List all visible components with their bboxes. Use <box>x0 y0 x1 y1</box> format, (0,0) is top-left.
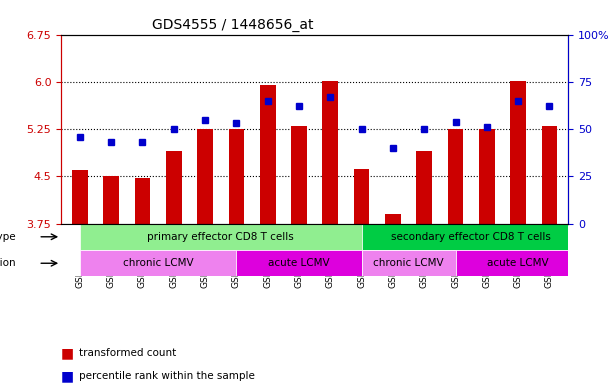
Text: secondary effector CD8 T cells: secondary effector CD8 T cells <box>391 232 551 242</box>
Bar <box>197 129 213 223</box>
Bar <box>541 126 557 223</box>
Bar <box>385 214 401 223</box>
Text: GDS4555 / 1448656_at: GDS4555 / 1448656_at <box>152 18 314 32</box>
Text: acute LCMV: acute LCMV <box>488 258 549 268</box>
Text: cell type: cell type <box>0 232 15 242</box>
Bar <box>323 81 338 223</box>
Bar <box>291 126 307 223</box>
Text: primary effector CD8 T cells: primary effector CD8 T cells <box>147 232 294 242</box>
Text: chronic LCMV: chronic LCMV <box>123 258 194 268</box>
Bar <box>362 250 456 276</box>
Text: infection: infection <box>0 258 15 268</box>
Bar <box>448 129 463 223</box>
Bar <box>260 85 276 223</box>
Bar <box>229 129 244 223</box>
Bar <box>80 250 236 276</box>
Bar <box>80 223 362 250</box>
Text: ■: ■ <box>61 369 74 383</box>
Bar <box>236 250 362 276</box>
Text: chronic LCMV: chronic LCMV <box>373 258 444 268</box>
Text: acute LCMV: acute LCMV <box>268 258 330 268</box>
Bar <box>166 151 181 223</box>
Bar <box>362 223 580 250</box>
Text: transformed count: transformed count <box>79 348 177 358</box>
Text: ■: ■ <box>61 346 74 360</box>
Text: percentile rank within the sample: percentile rank within the sample <box>79 371 255 381</box>
Bar <box>354 169 370 223</box>
Bar <box>72 170 88 223</box>
Bar <box>134 178 150 223</box>
Bar <box>417 151 432 223</box>
Bar <box>479 129 495 223</box>
Bar <box>510 81 526 223</box>
Bar <box>456 250 580 276</box>
Bar <box>103 176 119 223</box>
